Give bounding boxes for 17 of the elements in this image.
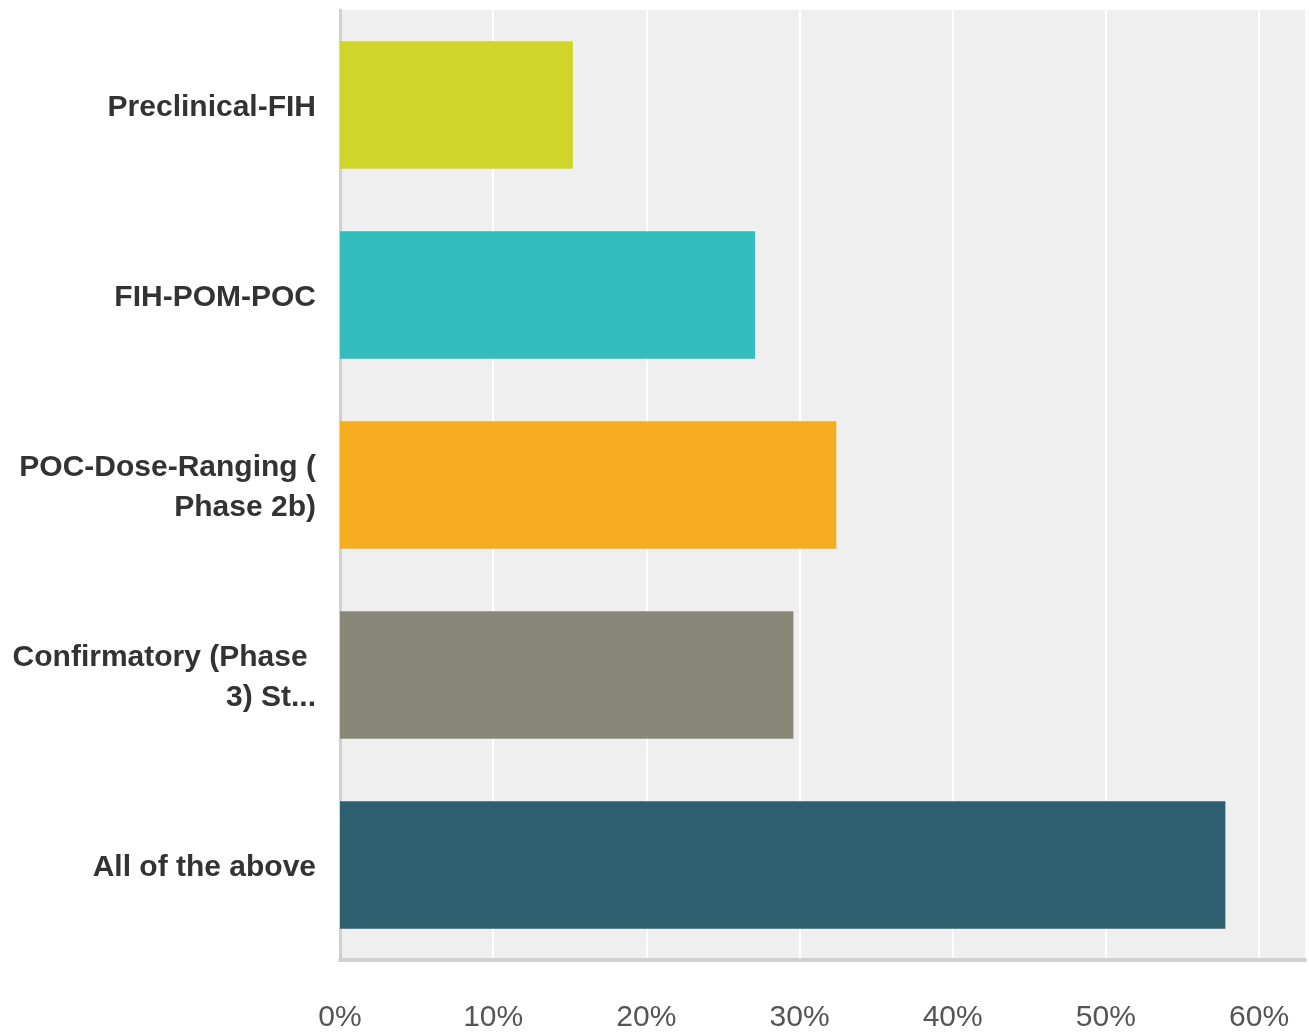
x-tick-label: 40% [922, 998, 983, 1032]
bar [340, 231, 756, 359]
x-tick-label: 20% [616, 998, 677, 1032]
bar [340, 41, 573, 169]
bar [340, 421, 837, 549]
x-tick-label: 50% [1075, 998, 1136, 1032]
y-tick-label: Confirmatory (Phase 3) St... [12, 638, 316, 712]
bar [340, 801, 1226, 929]
bar [340, 611, 794, 739]
y-tick-label: Preclinical-FIH [107, 88, 316, 122]
y-tick-label: POC-Dose-Ranging (Phase 2b) [19, 448, 316, 522]
x-tick-label: 0% [318, 998, 362, 1032]
y-tick-label: FIH-POM-POC [114, 278, 316, 312]
x-tick-label: 10% [463, 998, 524, 1032]
x-tick-label: 30% [769, 998, 830, 1032]
y-tick-label: All of the above [92, 848, 316, 882]
x-tick-label: 60% [1229, 998, 1290, 1032]
